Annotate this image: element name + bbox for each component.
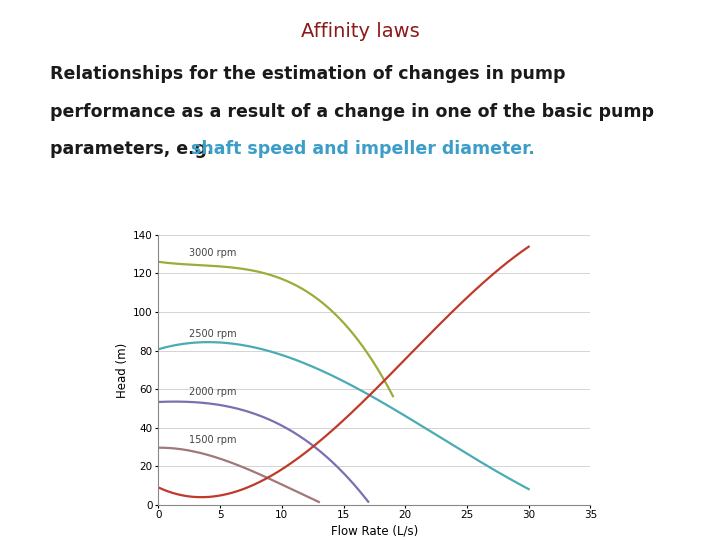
Text: 2000 rpm: 2000 rpm bbox=[189, 387, 237, 397]
Text: 2500 rpm: 2500 rpm bbox=[189, 329, 237, 339]
Text: parameters, e.g.: parameters, e.g. bbox=[50, 140, 220, 158]
Text: performance as a result of a change in one of the basic pump: performance as a result of a change in o… bbox=[50, 103, 654, 120]
Y-axis label: Head (m): Head (m) bbox=[116, 342, 129, 397]
Text: Affinity laws: Affinity laws bbox=[301, 22, 419, 40]
Text: 3000 rpm: 3000 rpm bbox=[189, 248, 237, 258]
Text: shaft speed and impeller diameter.: shaft speed and impeller diameter. bbox=[191, 140, 534, 158]
Text: Relationships for the estimation of changes in pump: Relationships for the estimation of chan… bbox=[50, 65, 566, 83]
Text: 1500 rpm: 1500 rpm bbox=[189, 435, 237, 445]
X-axis label: Flow Rate (L/s): Flow Rate (L/s) bbox=[330, 525, 418, 538]
